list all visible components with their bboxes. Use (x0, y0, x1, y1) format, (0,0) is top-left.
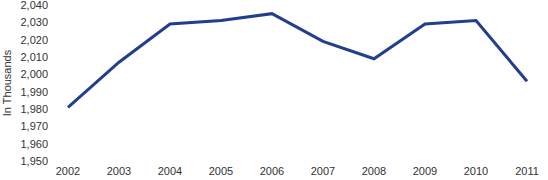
y-tick-label: 2,030 (20, 16, 48, 28)
y-tick-label: 2,020 (20, 34, 48, 46)
x-tick-label: 2010 (464, 165, 488, 177)
y-tick-label: 1,950 (20, 155, 48, 167)
x-tick-label: 2003 (107, 165, 131, 177)
x-tick-label: 2007 (311, 165, 335, 177)
data-line (68, 14, 527, 108)
chart: 1,950 1,960 1,970 1,980 1,990 2,000 2,010 2,020… (0, 0, 548, 180)
x-tick-label: 2008 (362, 165, 386, 177)
y-axis-label: In Thousands (1, 49, 13, 116)
y-tick-label: 1,980 (20, 103, 48, 115)
plot-area (68, 14, 527, 108)
y-tick-label: 2,010 (20, 51, 48, 63)
x-tick-label: 2004 (158, 165, 182, 177)
x-tick-label: 2005 (209, 165, 233, 177)
x-tick-label: 2002 (56, 165, 80, 177)
y-tick-label: 1,960 (20, 138, 48, 150)
y-tick-label: 2,000 (20, 68, 48, 80)
y-tick-label: 1,990 (20, 86, 48, 98)
y-tick-label: 1,970 (20, 120, 48, 132)
x-tick-label: 2009 (413, 165, 437, 177)
y-tick-label: 2,040 (20, 0, 48, 11)
x-tick-label: 2011 (515, 165, 539, 177)
x-tick-label: 2006 (260, 165, 284, 177)
